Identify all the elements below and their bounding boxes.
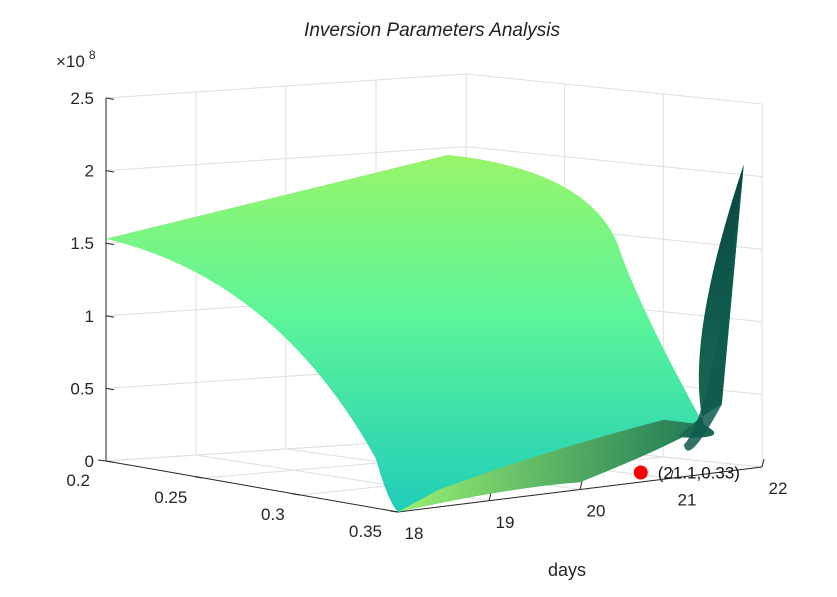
y-tick-mark [292, 493, 301, 496]
z-tick-label: 1 [85, 307, 94, 326]
z-tick-mark [105, 97, 115, 100]
z-tick-label: 2.5 [70, 89, 94, 108]
z-exponent-base: ×10 [56, 52, 85, 71]
x-tick-mark [488, 492, 492, 501]
y-tick-label: 0.25 [154, 488, 187, 507]
surface-right-face [683, 164, 744, 451]
wall-grid-z [105, 146, 467, 172]
y-tick-mark [389, 510, 399, 513]
z-exponent: ×10 8 [56, 48, 96, 71]
y-tick-mark [97, 459, 107, 462]
z-tick-mark [105, 315, 115, 318]
chart-title: Inversion Parameters Analysis [304, 20, 560, 41]
wall-grid-z [105, 73, 467, 99]
x-tick-mark [761, 458, 765, 468]
x-tick-mark [579, 481, 583, 490]
surface-front-sheet [106, 155, 704, 512]
y-tick-label: 0.35 [349, 522, 382, 541]
x-tick-label: 19 [496, 513, 515, 532]
x-tick-label: 20 [587, 502, 606, 521]
x-tick-label: 21 [678, 490, 697, 509]
z-tick-mark [105, 170, 115, 173]
y-tick-mark [195, 476, 204, 479]
rwall-grid-z [465, 146, 763, 178]
axes [97, 97, 765, 513]
y-tick-label: 0.2 [66, 471, 90, 490]
surface [106, 155, 744, 512]
z-tick-label: 0.5 [70, 379, 94, 398]
x-tick-label: 18 [405, 524, 424, 543]
z-exponent-power: 8 [89, 48, 96, 62]
x-axis-label: days [548, 560, 586, 580]
z-tick-mark [105, 387, 115, 391]
y-axis-line [105, 460, 399, 513]
tick-labels: 0 0.5 1 1.5 2 2.5 0.2 0.25 0.3 0.35 18 19 20 21 22 [66, 89, 787, 543]
y-tick-label: 0.3 [261, 505, 285, 524]
marker-label: (21.1,0.33) [658, 463, 740, 482]
z-tick-mark [105, 242, 115, 246]
rwall-grid-z [465, 73, 763, 105]
z-tick-label: 2 [85, 162, 94, 181]
surface-right-rise [677, 164, 744, 438]
z-tick-mark [105, 460, 115, 463]
surface-trough [398, 419, 704, 512]
z-tick-label: 1.5 [70, 234, 94, 253]
x-tick-label: 22 [769, 479, 788, 498]
marker-point [633, 465, 648, 480]
z-tick-label: 0 [85, 452, 94, 471]
x-tick-mark [670, 470, 674, 479]
marker-layer: (21.1,0.33) [633, 463, 740, 482]
